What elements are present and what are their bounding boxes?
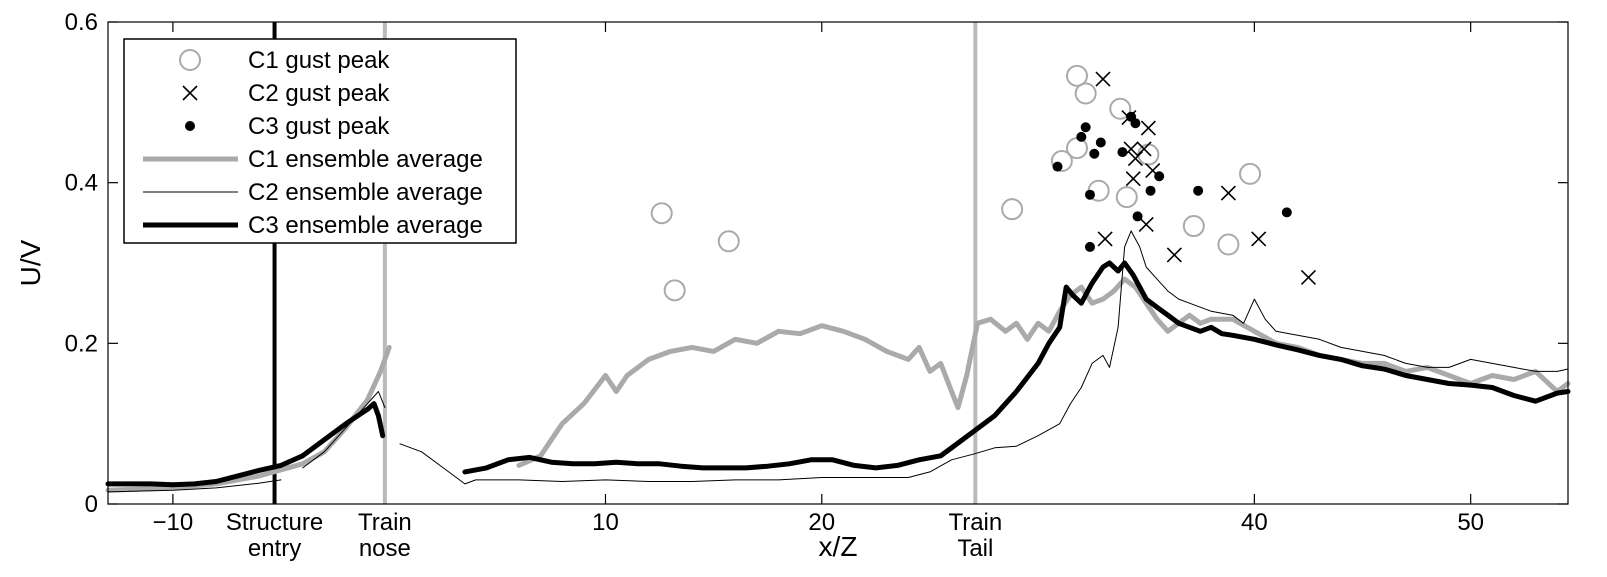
line-segment	[105, 344, 392, 493]
line-segment	[107, 479, 282, 493]
data-point	[1193, 185, 1204, 196]
y-tick-label: 0.6	[65, 9, 98, 36]
x-axis-label: x/Z	[819, 531, 858, 562]
series-c1-gust-peak	[650, 64, 1262, 302]
event-marker-label: entry	[248, 535, 301, 562]
data-point	[1125, 171, 1141, 187]
data-point	[1052, 161, 1063, 172]
line-segment	[105, 401, 386, 488]
y-axis-label: U/V	[15, 239, 46, 286]
series-c3-ensemble-average	[105, 260, 1571, 488]
data-point	[1066, 137, 1089, 160]
data-point	[1220, 185, 1236, 201]
data-point	[1182, 215, 1205, 238]
legend-label: C2 ensemble average	[248, 179, 483, 206]
legend-label: C2 gust peak	[248, 80, 390, 107]
data-point	[650, 202, 673, 225]
data-point	[1136, 141, 1152, 157]
data-point	[1095, 137, 1106, 148]
data-point	[1217, 233, 1240, 256]
data-point	[1281, 207, 1292, 218]
x-tick-label: −10	[153, 509, 194, 536]
data-point	[1095, 71, 1111, 87]
data-point	[1239, 162, 1262, 185]
data-point	[1084, 241, 1095, 252]
y-tick-label: 0	[85, 491, 98, 518]
data-point	[1080, 122, 1091, 133]
data-point	[1154, 171, 1165, 182]
event-marker-label: Tail	[957, 535, 993, 562]
y-tick-label: 0.4	[65, 170, 98, 197]
legend-swatch	[179, 49, 201, 71]
data-point	[1074, 82, 1097, 105]
legend-swatch	[182, 85, 198, 101]
legend-box	[123, 38, 517, 244]
data-point	[1132, 211, 1143, 222]
data-point	[1109, 97, 1132, 120]
legend: C1 gust peak C2 gust peak C3 gust peak C1 e…	[123, 38, 517, 244]
data-point	[1050, 149, 1073, 172]
data-point	[1084, 189, 1095, 200]
legend-label: C1 ensemble average	[248, 146, 483, 173]
data-point	[1130, 118, 1141, 129]
data-point	[1089, 148, 1100, 159]
data-point	[1066, 64, 1089, 87]
series-c3-gust-peak	[1052, 111, 1292, 252]
plot-content	[105, 22, 1571, 504]
data-point	[1140, 120, 1156, 136]
event-marker-label: Structure	[226, 509, 323, 536]
line-segment	[462, 260, 1571, 475]
legend-label: C3 gust peak	[248, 113, 390, 140]
data-point	[1145, 185, 1156, 196]
x-tick-label: 40	[1241, 509, 1268, 536]
x-tick-label: 50	[1457, 509, 1484, 536]
plot-frame	[107, 21, 1569, 505]
data-point	[1097, 231, 1113, 247]
line-segment	[399, 230, 1569, 485]
data-point	[1137, 143, 1160, 166]
line-segment	[516, 276, 1571, 468]
x-tick-label: 10	[592, 509, 619, 536]
legend-label: C1 gust peak	[248, 47, 390, 74]
data-point	[1115, 186, 1138, 209]
event-marker-label: Train	[358, 509, 412, 536]
event-marker-label: Train	[948, 509, 1002, 536]
legend-label: C3 ensemble average	[248, 212, 483, 239]
data-point	[1076, 131, 1087, 142]
data-point	[1138, 216, 1154, 233]
data-point	[1166, 247, 1182, 263]
data-point	[717, 230, 740, 253]
data-point	[1251, 231, 1267, 247]
y-tick-label: 0.2	[65, 330, 98, 357]
data-point	[1001, 198, 1024, 221]
x-tick-label: 20	[808, 509, 835, 536]
series-c2-gust-peak	[1095, 71, 1317, 286]
event-marker-label: nose	[359, 535, 411, 562]
data-point	[1300, 269, 1317, 286]
data-point	[1117, 147, 1128, 158]
legend-swatch	[185, 121, 195, 131]
data-point	[663, 279, 686, 302]
